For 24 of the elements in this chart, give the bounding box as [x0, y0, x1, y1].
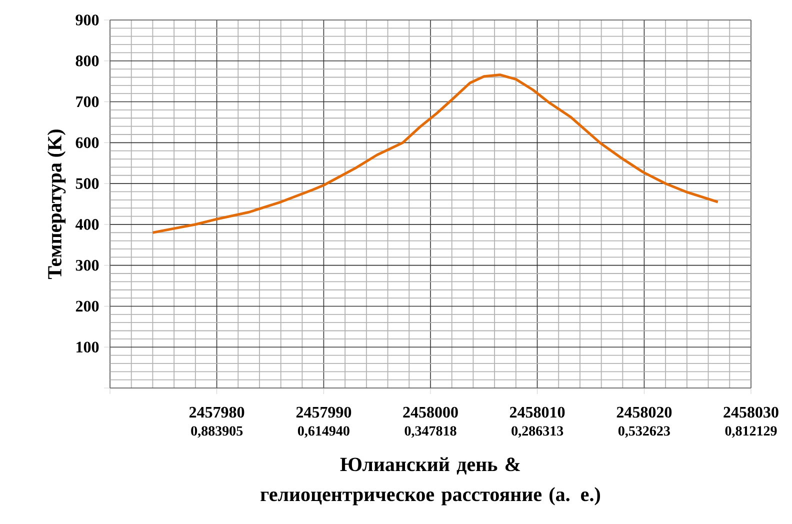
text: 0,347818 — [404, 426, 456, 438]
y-tick-label: 600 — [76, 137, 99, 148]
y-tick-label: 100 — [76, 342, 99, 353]
y-tick-label: 700 — [76, 96, 99, 108]
y-tick-label: 900 — [76, 14, 99, 26]
y-tick-label: 400 — [75, 219, 99, 230]
y-axis-title: Температура (K) — [47, 130, 66, 280]
x-tick-label: 2457980 — [189, 406, 244, 418]
line-series — [151, 73, 720, 234]
x-tick-label: 2458010 — [510, 406, 565, 418]
text: 0,286313 — [512, 426, 564, 438]
text: 0,532623 — [618, 426, 670, 438]
y-tick-label: 500 — [76, 178, 99, 189]
text: 0,812129 — [725, 426, 777, 438]
x-tick-label: 2458030 — [724, 406, 778, 418]
x-tick-label: 2457990 — [296, 406, 352, 418]
y-tick-label: 800 — [76, 55, 99, 66]
x-axis-title: Юлианский день & гелиоцентрическое расстояние (а. е.) — [260, 457, 600, 506]
y-tick-label: 200 — [76, 300, 99, 312]
text: 0,883905 — [191, 426, 243, 438]
text: 0,614940 — [298, 426, 350, 438]
x-tick-label: 2458000 — [403, 406, 458, 418]
x-tick-label: 2458020 — [616, 406, 672, 418]
y-tick-label: 300 — [76, 260, 99, 271]
